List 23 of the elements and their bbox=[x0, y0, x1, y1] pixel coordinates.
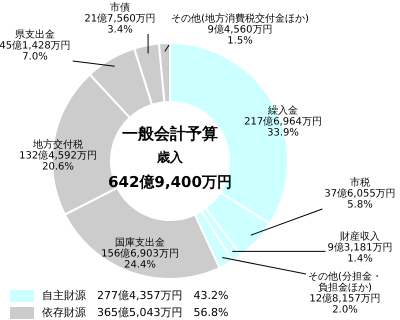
slice-label: 繰入金 bbox=[267, 104, 298, 117]
data-label: 9億3,181万円 1.4% bbox=[328, 242, 392, 265]
text: 一般会計予算 bbox=[122, 124, 218, 144]
data-label: 12億8,157万円 2.0% bbox=[309, 292, 381, 316]
data-label: 45億1,428万円 7.0% bbox=[0, 40, 71, 63]
data-label: 9億4,560万円 1.5% bbox=[208, 24, 272, 47]
data-label: 37億6,055万円 5.8% bbox=[324, 188, 396, 211]
slice-label: 財産収入 bbox=[340, 230, 380, 243]
text: 642億9,400万円 bbox=[108, 172, 232, 191]
slice-label: 市税 bbox=[350, 176, 370, 189]
slice-label: 国庫支出金 bbox=[115, 236, 165, 249]
slice-label: 県支出金 bbox=[15, 28, 55, 41]
slice-label: その他(地方消費税交付金ほか) bbox=[171, 12, 309, 25]
text: 依存財源 365億5,043万円 56.8% bbox=[42, 306, 228, 319]
data-label: 217億6,964万円 33.9% bbox=[244, 116, 322, 139]
slice-label: その他(分担金・負担金ほか) bbox=[308, 270, 382, 294]
data-label: 156億6,903万円 24.4% bbox=[101, 248, 179, 271]
text: 自主財源 277億4,357万円 43.2% bbox=[42, 288, 228, 302]
slice-label: 市債 bbox=[110, 2, 130, 14]
data-label: 132億4,592万円 20.6% bbox=[19, 150, 97, 173]
data-label: 21億7,560万円 3.4% bbox=[84, 12, 156, 36]
slice-label: 地方交付税 bbox=[32, 138, 83, 151]
text: 歳入 bbox=[156, 149, 184, 166]
